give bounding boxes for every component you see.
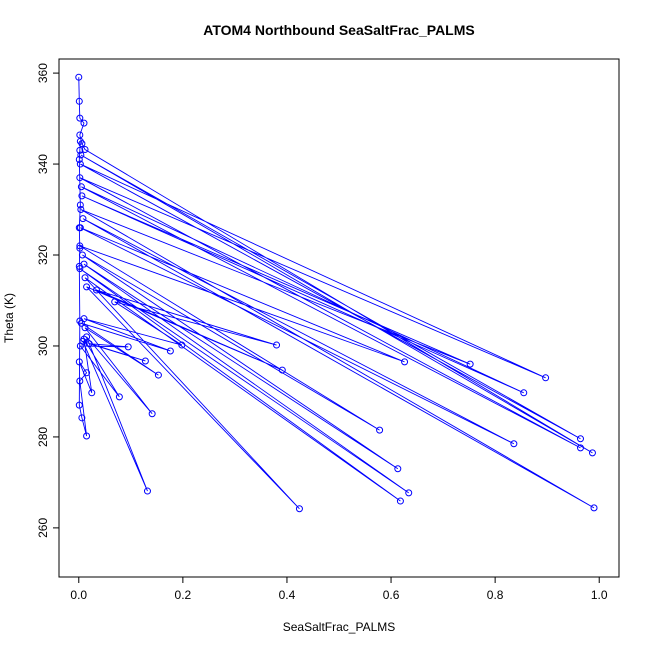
y-tick-label: 300 xyxy=(36,336,50,356)
x-tick-label: 0.6 xyxy=(383,588,400,602)
point xyxy=(78,414,86,422)
point xyxy=(76,377,84,385)
y-tick-label: 260 xyxy=(36,518,50,538)
point xyxy=(394,465,402,473)
point xyxy=(466,360,474,368)
point xyxy=(76,146,84,154)
x-tick-label: 0.8 xyxy=(487,588,504,602)
point xyxy=(576,435,584,443)
point xyxy=(111,298,119,306)
point xyxy=(83,369,91,377)
point xyxy=(166,347,174,355)
point xyxy=(76,137,84,145)
point xyxy=(81,146,89,154)
point xyxy=(115,393,123,401)
point xyxy=(76,342,84,350)
point xyxy=(542,374,550,382)
point xyxy=(576,444,584,452)
point xyxy=(76,201,84,209)
point xyxy=(124,343,132,351)
point xyxy=(75,358,83,366)
point xyxy=(178,341,186,349)
point xyxy=(278,366,286,374)
y-tick-label: 280 xyxy=(36,427,50,447)
point xyxy=(588,449,596,457)
point xyxy=(77,183,85,191)
point xyxy=(148,410,156,418)
point xyxy=(405,489,413,497)
x-tick-label: 0.0 xyxy=(70,588,87,602)
point xyxy=(396,497,404,505)
point xyxy=(590,504,598,512)
y-axis-label: Theta (K) xyxy=(2,293,16,343)
point xyxy=(77,151,85,159)
x-tick-label: 0.2 xyxy=(175,588,192,602)
point xyxy=(79,215,87,223)
point xyxy=(85,340,93,348)
point xyxy=(76,317,84,325)
x-tick-label: 1.0 xyxy=(591,588,608,602)
point xyxy=(83,283,91,291)
point xyxy=(81,274,89,282)
y-tick-label: 320 xyxy=(36,245,50,265)
point xyxy=(78,251,86,259)
point xyxy=(78,192,86,200)
point xyxy=(77,206,85,214)
point xyxy=(154,371,162,379)
point xyxy=(141,357,149,365)
point xyxy=(76,160,84,168)
point xyxy=(510,440,518,448)
point xyxy=(376,426,384,434)
point xyxy=(80,335,88,343)
point xyxy=(83,432,91,440)
point xyxy=(76,244,84,252)
point xyxy=(76,174,84,182)
point xyxy=(75,156,83,164)
y-tick-label: 340 xyxy=(36,154,50,174)
point xyxy=(81,324,89,332)
series-line xyxy=(78,77,595,510)
point xyxy=(401,358,409,366)
point xyxy=(75,73,83,81)
point xyxy=(76,242,84,250)
point xyxy=(520,389,528,397)
point xyxy=(76,114,84,122)
x-tick-label: 0.4 xyxy=(279,588,296,602)
x-axis-label: SeaSaltFrac_PALMS xyxy=(283,620,396,634)
point xyxy=(273,341,281,349)
point xyxy=(75,401,83,409)
y-tick-label: 360 xyxy=(36,63,50,83)
point xyxy=(80,119,88,127)
point xyxy=(75,262,83,270)
point xyxy=(295,505,303,513)
point xyxy=(75,97,83,105)
point xyxy=(143,487,151,495)
chart-title: ATOM4 Northbound SeaSaltFrac_PALMS xyxy=(203,22,474,38)
point xyxy=(92,286,100,294)
point xyxy=(88,389,96,397)
point xyxy=(75,224,83,232)
